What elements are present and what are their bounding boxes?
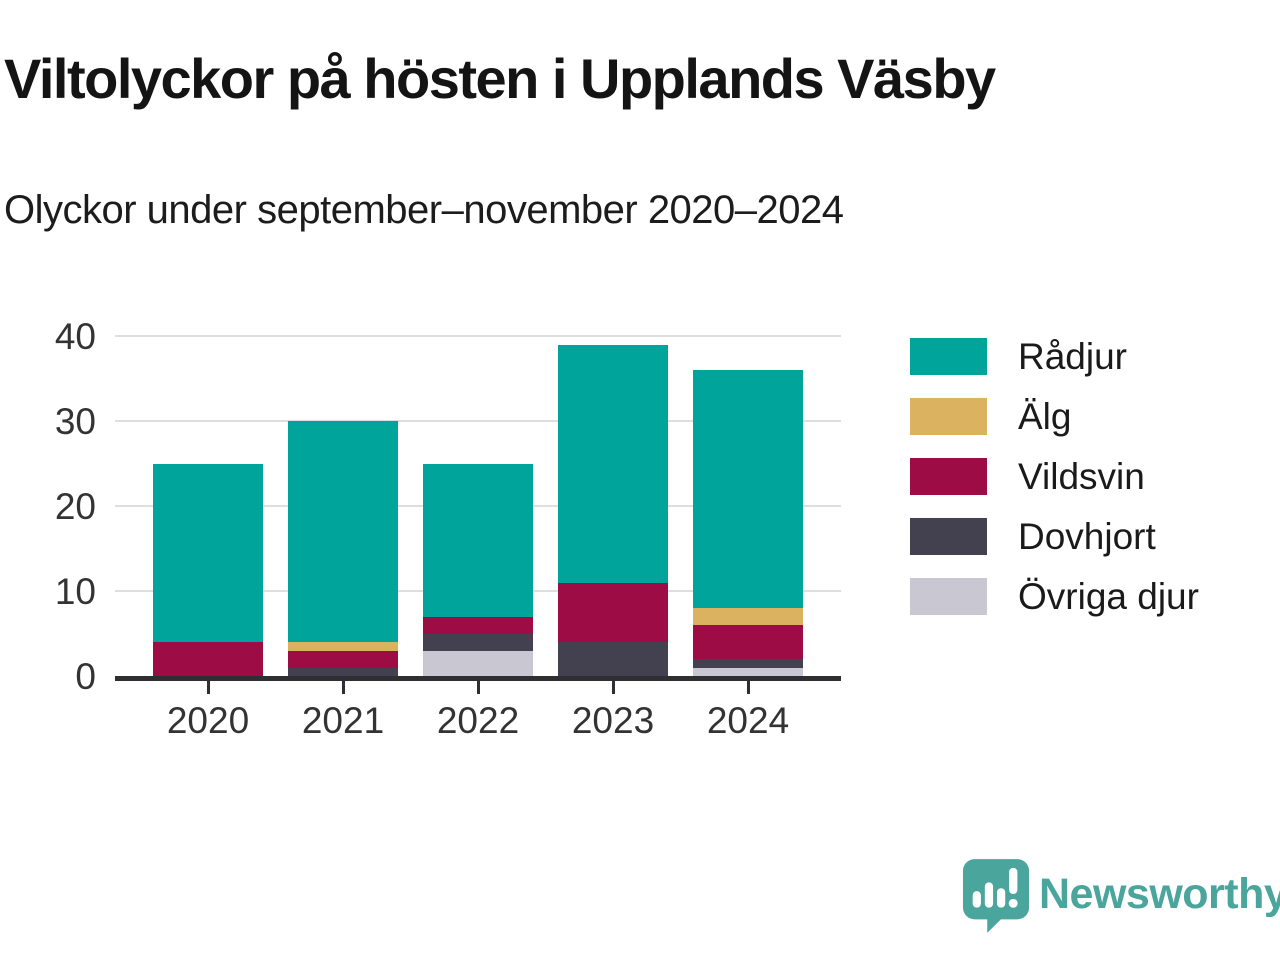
x-label-2023: 2023 [571,700,655,741]
gridline-30 [115,420,841,422]
chart-subtitle: Olyckor under september–november 2020–20… [4,188,844,232]
bar-segment-2021-Rådjur [288,421,398,642]
x-label-2024: 2024 [706,700,790,741]
bar-segment-2021-Vildsvin [288,650,398,668]
legend-swatch-Älg [910,398,987,435]
bar-segment-2022-Övriga djur [423,650,533,676]
bar-segment-2020-Rådjur [153,463,263,642]
gridline-40 [115,335,841,337]
y-label-20: 20 [54,486,96,527]
x-axis-line [115,676,841,681]
legend: Rådjur Älg Vildsvin Dovhjort Övriga djur [910,335,1199,617]
bar-segment-2021-Älg [288,642,398,651]
newsworthy-logo-icon [962,859,1030,933]
x-label-2022: 2022 [436,700,520,741]
y-label-30: 30 [54,401,96,442]
legend-row-Rådjur: Rådjur [910,335,1199,377]
bar-segment-2024-Övriga djur [693,667,803,676]
legend-swatch-Övriga djur [910,578,987,615]
bar-segment-2022-Rådjur [423,463,533,617]
bar-segment-2024-Vildsvin [693,625,803,659]
x-label-2020: 2020 [166,700,250,741]
legend-swatch-Vildsvin [910,458,987,495]
x-tick-2022 [476,681,480,694]
bar-segment-2023-Rådjur [558,344,668,583]
legend-swatch-Rådjur [910,338,987,375]
y-label-10: 10 [54,571,96,612]
bar-segment-2023-Vildsvin [558,582,668,642]
bar-segment-2021-Dovhjort [288,667,398,676]
bar-segment-2024-Rådjur [693,370,803,608]
chart-title: Viltolyckor på hösten i Upplands Väsby [4,47,996,110]
x-tick-2021 [341,681,345,694]
legend-label-Rådjur: Rådjur [1018,335,1127,377]
y-label-40: 40 [54,316,96,357]
bar-segment-2024-Dovhjort [693,659,803,668]
legend-row-Älg: Älg [910,395,1199,437]
bar-segment-2022-Dovhjort [423,633,533,651]
bar-2024 [693,370,803,676]
legend-row-Övriga djur: Övriga djur [910,575,1199,617]
legend-swatch-Dovhjort [910,518,987,555]
bar-segment-2024-Älg [693,608,803,625]
bar-2021 [288,421,398,676]
bar-segment-2022-Vildsvin [423,616,533,634]
bar-segment-2023-Dovhjort [558,642,668,676]
plot-area: 2020 2021 2022 2023 2024 [115,335,841,741]
newsworthy-logo: Newsworthy [962,858,1280,934]
bar-2022 [423,463,533,676]
legend-label-Vildsvin: Vildsvin [1018,455,1145,497]
bar-segment-2020-Vildsvin [153,642,263,676]
bar-2023 [558,344,668,676]
y-label-0: 0 [75,656,96,697]
legend-label-Dovhjort: Dovhjort [1018,515,1156,557]
legend-label-Älg: Älg [1018,395,1072,437]
legend-row-Vildsvin: Vildsvin [910,455,1199,497]
x-tick-2024 [746,681,750,694]
x-tick-2023 [611,681,615,694]
newsworthy-logo-text: Newsworthy [1039,870,1280,918]
x-tick-2020 [206,681,210,694]
legend-label-Övriga djur: Övriga djur [1018,575,1199,617]
x-label-2021: 2021 [301,700,385,741]
bar-2020 [153,463,263,676]
legend-row-Dovhjort: Dovhjort [910,515,1199,557]
